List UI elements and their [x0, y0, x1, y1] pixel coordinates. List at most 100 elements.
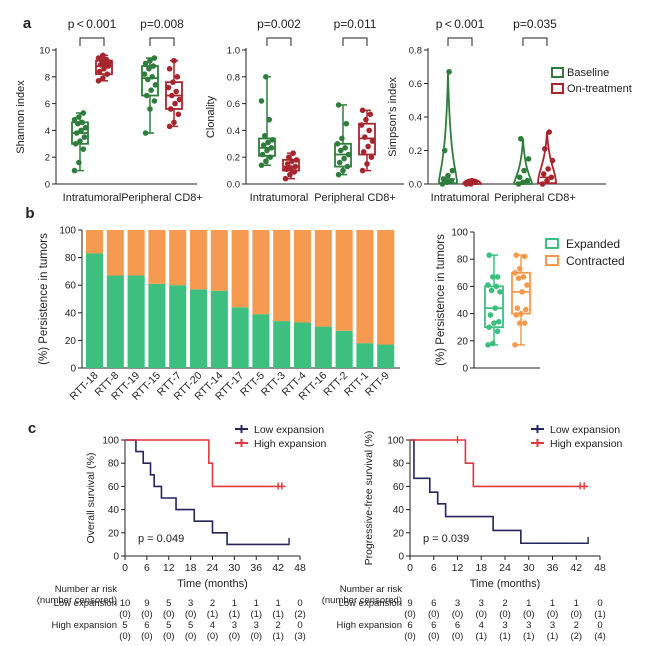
chart-a2-y-tick-label: 0.6 [227, 99, 240, 110]
chart-a2-point [338, 147, 344, 154]
chart-a2-point [344, 163, 351, 170]
chart-a1-point [142, 60, 149, 67]
chart-a1-point [75, 120, 81, 127]
chart-a1-point [103, 56, 109, 63]
chart-c1-risk-at: 1 [232, 598, 237, 609]
chart-c2-risk-censored: (0) [475, 609, 487, 620]
chart-b1-bar-expanded [314, 326, 332, 368]
chart-a1-point [78, 127, 84, 134]
chart-c1-risk-at: 3 [232, 620, 237, 631]
chart-c2-y-tick-label: 100 [387, 436, 404, 447]
chart-a1-point [170, 79, 176, 85]
chart-c1-y-tick-label: 20 [108, 528, 120, 539]
chart-a2-y-tick-label: 0.4 [227, 126, 240, 137]
chart-b2-point [493, 283, 500, 290]
chart-b1-y-tick-label: 0 [70, 364, 76, 375]
chart-b2-point [490, 340, 496, 347]
chart-c1-risk-censored: (2) [294, 609, 306, 620]
chart-c1-y-tick-label: 0 [113, 552, 119, 563]
chart-b1-bar-contracted [273, 230, 291, 322]
chart-a1-point [101, 65, 107, 72]
chart-b1-bar-contracted [127, 230, 145, 276]
chart-c1-risk-censored: (0) [163, 609, 175, 620]
chart-a2-point [362, 134, 368, 140]
panel-label-a: a [23, 15, 32, 32]
chart-c1-risk-at: 1 [254, 598, 259, 609]
chart-a1-point [149, 74, 155, 80]
chart-a1-point [81, 134, 88, 140]
chart-a1-point [169, 92, 175, 99]
chart-c2-risk-at: 1 [550, 598, 555, 609]
chart-c2-risk-at: 6 [431, 598, 436, 609]
chart-a1-point [167, 106, 174, 112]
chart-b2-y-tick-label: 40 [457, 309, 469, 320]
chart-a3-sig-bracket [447, 37, 473, 46]
chart-c2-risk-censored: (0) [547, 609, 559, 620]
chart-b1-bar-contracted [86, 230, 104, 254]
chart-c1-risk-title: Number ar risk [55, 584, 118, 595]
chart-c1-x-tick-label: 36 [250, 562, 262, 574]
chart-a2-point [292, 163, 299, 170]
chart-a3-point [524, 177, 531, 184]
chart-c2-y-tick-label: 20 [393, 528, 405, 539]
chart-b2-point [485, 342, 491, 348]
chart-a3-x-label: Intratumoral [431, 192, 490, 204]
chart-c1-risk-censored: (0) [229, 631, 241, 642]
chart-a1-x-label: Peripheral CD8+ [121, 192, 203, 204]
chart-a1-pvalue: p=0.008 [140, 17, 184, 31]
chart-c1-x-tick-label: 12 [163, 562, 175, 574]
chart-a1-point [171, 119, 177, 126]
chart-a3-point [446, 68, 452, 75]
chart-c1-risk-at: 3 [188, 598, 193, 609]
chart-a2-y-tick-label: 0.8 [227, 72, 240, 83]
chart-b2-point [512, 270, 518, 276]
chart-b1-bar-contracted [314, 230, 332, 327]
chart-c1-risk-at: 5 [188, 620, 193, 631]
chart-c1-risk-censored: (0) [141, 631, 153, 642]
chart-c2-risk-subtitle: (number censored) [322, 595, 402, 606]
chart-a1-point [95, 78, 102, 84]
chart-b1-y-tick-label: 40 [65, 308, 77, 319]
chart-a3-point [544, 177, 550, 184]
chart-c2-risk-at: 6 [407, 620, 412, 631]
chart-a1-y-tick-label: 8 [45, 72, 50, 83]
chart-c2-risk-censored: (0) [428, 609, 440, 620]
chart-c1-risk-at: 2 [275, 620, 280, 631]
chart-c1-risk-at: 4 [210, 620, 215, 631]
chart-c2-risk-censored: (1) [547, 631, 559, 642]
chart-c2-risk-at: 6 [455, 620, 460, 631]
chart-a1-point [71, 167, 78, 174]
chart-a1-point [80, 146, 87, 152]
chart-a1-point [175, 111, 182, 118]
chart-a1-point [76, 159, 82, 166]
chart-a2-point [258, 98, 265, 104]
chart-c2-risk-censored: (0) [452, 631, 464, 642]
legend-b-contracted-swatch [545, 255, 559, 266]
chart-a2-point [259, 151, 266, 158]
chart-c1-risk-at: 10 [120, 598, 131, 609]
chart-a1-point [147, 57, 153, 64]
chart-a2-point [342, 145, 349, 151]
legend-a-on-treatment-swatch [551, 83, 564, 94]
chart-c1-x-tick-label: 0 [122, 562, 128, 574]
chart-c2-km-low [410, 439, 589, 545]
chart-b1-bar-contracted [252, 230, 270, 315]
chart-a2-point [341, 155, 347, 162]
chart-a2-pvalue: p=0.011 [334, 17, 377, 31]
chart-c2-x-tick-label: 12 [452, 562, 464, 574]
chart-b2-point [517, 265, 523, 272]
chart-c2-x-tick-label: 0 [407, 562, 413, 574]
chart-a1-point [76, 114, 82, 120]
chart-a3-y-tick-label: 0.4 [409, 113, 422, 124]
chart-a2-point [367, 111, 374, 118]
chart-a2-point [364, 161, 370, 167]
chart-a1-point [142, 130, 149, 136]
chart-b1-bar-contracted [148, 230, 166, 284]
chart-c2-risk-at: 4 [479, 620, 484, 631]
chart-a1-point [141, 71, 148, 77]
legend-c-high-label: High expansion [550, 438, 623, 450]
chart-b1-bar-expanded [169, 285, 187, 368]
chart-a3-pvalue: p=0.035 [513, 17, 557, 31]
chart-a1-point [151, 55, 158, 61]
chart-b2-point [490, 274, 496, 280]
